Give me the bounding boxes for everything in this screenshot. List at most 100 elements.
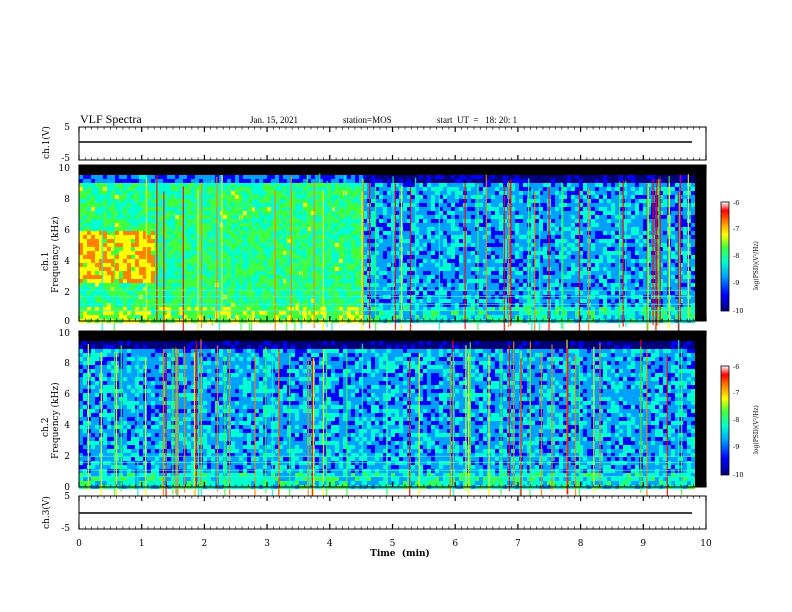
spectrogram-cell [283, 211, 287, 215]
spectrogram-cell [235, 263, 239, 267]
spectrogram-cell [543, 255, 547, 259]
spectrogram-cell [423, 179, 427, 183]
spectrogram-cell [435, 247, 439, 251]
spectrogram-cell [167, 299, 171, 303]
spectrogram-cell [447, 187, 451, 191]
spectrogram-cell [435, 271, 439, 275]
spectrogram-cell [271, 215, 275, 219]
spectrogram-cell [375, 183, 379, 187]
spectrogram-cell [447, 175, 451, 179]
spectrogram-cell [195, 259, 199, 263]
spectrogram-cell [595, 271, 599, 275]
spectrogram-cell [151, 259, 155, 263]
spectrogram-cell [443, 303, 447, 307]
spectrogram-cell [167, 203, 171, 207]
spectrogram-cell [615, 211, 619, 215]
spectrogram-cell [203, 175, 207, 179]
spectrogram-cell [475, 283, 479, 287]
spectrogram-cell [523, 263, 527, 267]
spectrogram-cell [211, 315, 215, 319]
spectrogram-cell [307, 271, 311, 275]
spectrogram-cell [475, 235, 479, 239]
spectrogram-cell [371, 223, 375, 227]
spectrogram-cell [475, 267, 479, 271]
spectrogram-cell [571, 231, 575, 235]
spectrogram-cell [455, 271, 459, 275]
spectrogram-cell [355, 303, 359, 307]
spectrogram-cell [411, 235, 415, 239]
spectrogram-cell [151, 299, 155, 303]
spectrogram-cell [387, 315, 391, 319]
spectrogram-cell [227, 219, 231, 223]
spectrogram-cell [471, 315, 475, 319]
spectrogram-cell [335, 191, 339, 195]
spectrogram-cell [255, 243, 259, 247]
spectrogram-cell [583, 267, 587, 271]
spectrogram-cell [219, 223, 223, 227]
spectrogram-cell [167, 255, 171, 259]
spectrogram-cell [491, 299, 495, 303]
spectrogram-cell [179, 275, 183, 279]
spectrogram-cell [435, 251, 439, 255]
spectrogram-cell [159, 307, 163, 311]
spectrogram-cell [95, 223, 99, 227]
spectrogram-cell [563, 243, 567, 247]
spectrogram-cell [295, 279, 299, 283]
spectrogram-cell [179, 271, 183, 275]
spectrogram-cell [115, 291, 119, 295]
spectrogram-cell [471, 211, 475, 215]
spectrogram-cell [479, 255, 483, 259]
spectrogram-cell [87, 267, 91, 271]
spectrogram-cell [555, 231, 559, 235]
spectrogram-cell [555, 227, 559, 231]
spectrogram-cell [363, 267, 367, 271]
spectrogram-cell [427, 303, 431, 307]
spectrogram-cell [359, 239, 363, 243]
spectrogram-cell [271, 219, 275, 223]
spectrogram-cell [207, 179, 211, 183]
spectrogram-cell [383, 231, 387, 235]
spectrogram-cell [267, 259, 271, 263]
spectrogram-cell [111, 183, 115, 187]
spectrogram-cell [511, 291, 515, 295]
spectrogram-cell [467, 287, 471, 291]
spectrogram-cell [267, 275, 271, 279]
spectrogram-cell [615, 203, 619, 207]
spectrogram-cell [531, 211, 535, 215]
spectrogram-cell [131, 243, 135, 247]
spectrogram-cell [99, 283, 103, 287]
spectrogram-cell [247, 175, 251, 179]
spectrogram-cell [295, 263, 299, 267]
spectrogram-cell [83, 275, 87, 279]
spectrogram-cell [423, 311, 427, 315]
spectrogram-cell [615, 263, 619, 267]
spectrogram-cell [311, 259, 315, 263]
spectrogram-cell [267, 191, 271, 195]
spectrogram-cell [79, 231, 83, 235]
spectrogram-cell [223, 275, 227, 279]
spectrogram-cell [131, 251, 135, 255]
spectrogram-cell [295, 231, 299, 235]
spectrogram-cell [583, 251, 587, 255]
spectrogram-cell [323, 247, 327, 251]
spectrogram-cell [491, 279, 495, 283]
spectrogram-cell [315, 179, 319, 183]
spectrogram-cell [591, 243, 595, 247]
spectrogram-cell [583, 303, 587, 307]
spectrogram-cell [599, 191, 603, 195]
spectrogram-cell [87, 179, 91, 183]
spectrogram-cell [259, 303, 263, 307]
spectrogram-cell [151, 175, 155, 179]
spectrogram-cell [143, 267, 147, 271]
spectrogram-cell [79, 195, 83, 199]
spectrogram-cell [531, 255, 535, 259]
spectrogram-cell [351, 227, 355, 231]
spectrogram-cell [451, 183, 455, 187]
spectrogram-cell [119, 243, 123, 247]
spectrogram-cell [351, 311, 355, 315]
spectrogram-cell [99, 263, 103, 267]
spectrogram-cell [575, 203, 579, 207]
spectrogram-cell [351, 283, 355, 287]
spectrogram-cell [479, 179, 483, 183]
spectrogram-cell [379, 303, 383, 307]
